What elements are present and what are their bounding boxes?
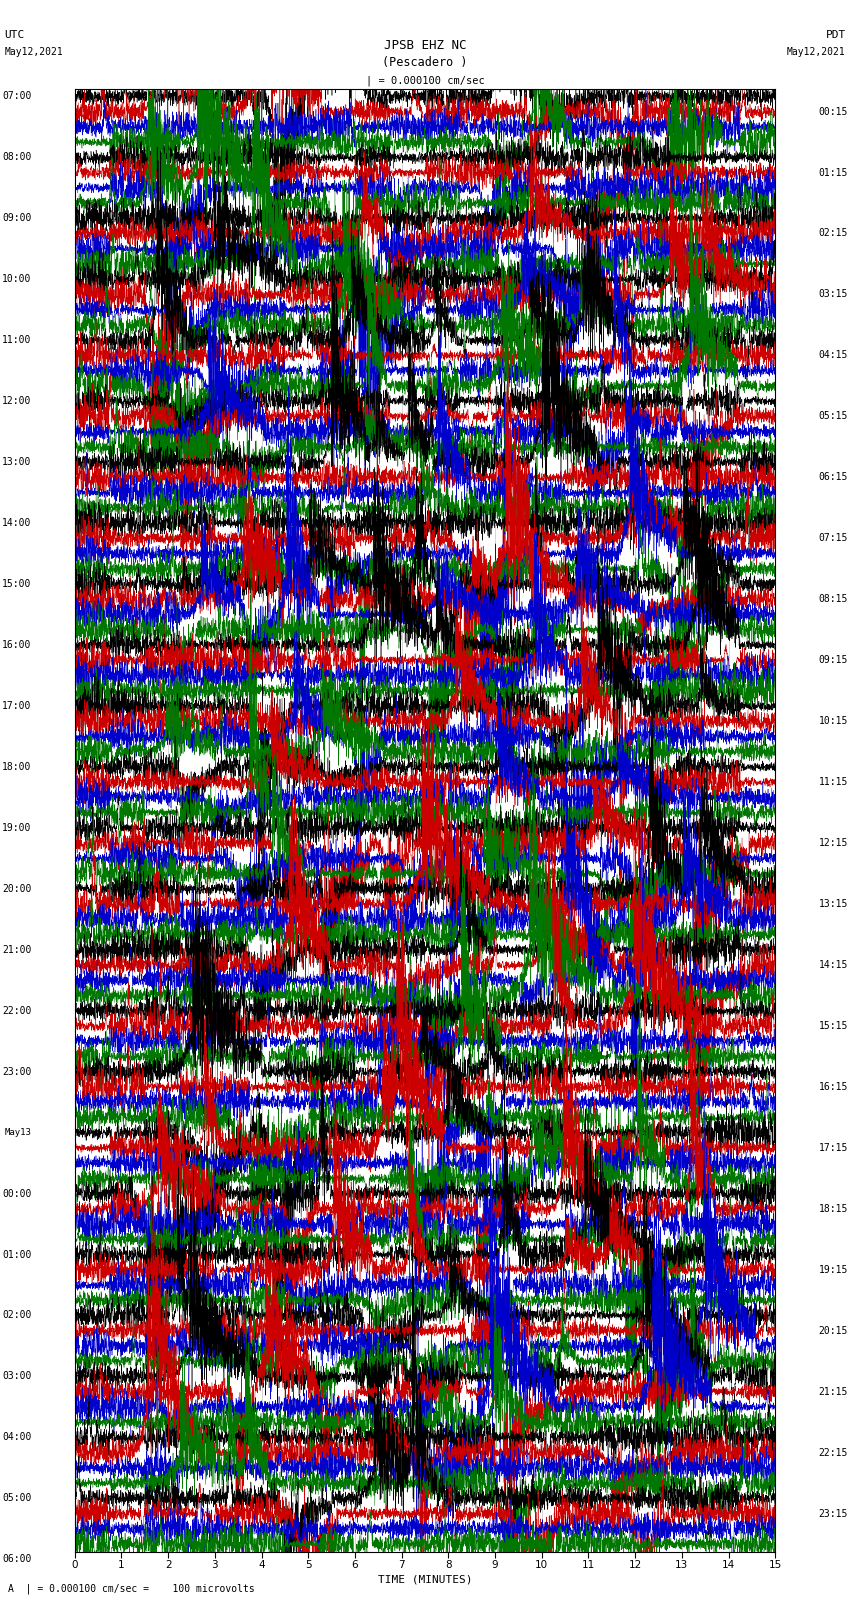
Text: 11:15: 11:15 [819,777,848,787]
Text: 04:00: 04:00 [2,1432,31,1442]
Text: 20:15: 20:15 [819,1326,848,1336]
Text: 00:15: 00:15 [819,106,848,116]
Text: 11:00: 11:00 [2,336,31,345]
Text: 18:15: 18:15 [819,1203,848,1215]
Text: 19:15: 19:15 [819,1265,848,1274]
X-axis label: TIME (MINUTES): TIME (MINUTES) [377,1574,473,1584]
Text: 09:00: 09:00 [2,213,31,223]
Text: 07:15: 07:15 [819,534,848,544]
Text: 23:00: 23:00 [2,1066,31,1076]
Text: 07:00: 07:00 [2,92,31,102]
Text: 13:15: 13:15 [819,898,848,910]
Text: PDT: PDT [825,31,846,40]
Text: 14:15: 14:15 [819,960,848,969]
Text: (Pescadero ): (Pescadero ) [382,56,468,69]
Text: 23:15: 23:15 [819,1508,848,1518]
Text: 16:00: 16:00 [2,640,31,650]
Text: 15:15: 15:15 [819,1021,848,1031]
Text: 12:15: 12:15 [819,839,848,848]
Text: 01:00: 01:00 [2,1250,31,1260]
Text: JPSB EHZ NC: JPSB EHZ NC [383,39,467,52]
Text: | = 0.000100 cm/sec: | = 0.000100 cm/sec [366,76,484,85]
Text: 21:15: 21:15 [819,1387,848,1397]
Text: 09:15: 09:15 [819,655,848,665]
Text: 05:00: 05:00 [2,1494,31,1503]
Text: 10:00: 10:00 [2,274,31,284]
Text: 22:15: 22:15 [819,1447,848,1458]
Text: 16:15: 16:15 [819,1082,848,1092]
Text: 06:15: 06:15 [819,473,848,482]
Text: 13:00: 13:00 [2,456,31,468]
Text: 22:00: 22:00 [2,1005,31,1016]
Text: 05:15: 05:15 [819,411,848,421]
Text: 15:00: 15:00 [2,579,31,589]
Text: A  | = 0.000100 cm/sec =    100 microvolts: A | = 0.000100 cm/sec = 100 microvolts [8,1584,255,1594]
Text: UTC: UTC [4,31,25,40]
Text: 03:00: 03:00 [2,1371,31,1381]
Text: 06:00: 06:00 [2,1555,31,1565]
Text: 17:00: 17:00 [2,702,31,711]
Text: 10:15: 10:15 [819,716,848,726]
Text: 18:00: 18:00 [2,761,31,773]
Text: 08:15: 08:15 [819,594,848,605]
Text: 04:15: 04:15 [819,350,848,360]
Text: May12,2021: May12,2021 [4,47,63,56]
Text: May13: May13 [4,1127,31,1137]
Text: 17:15: 17:15 [819,1144,848,1153]
Text: 00:00: 00:00 [2,1189,31,1198]
Text: 20:00: 20:00 [2,884,31,894]
Text: 19:00: 19:00 [2,823,31,832]
Text: 02:15: 02:15 [819,229,848,239]
Text: 12:00: 12:00 [2,397,31,406]
Text: 21:00: 21:00 [2,945,31,955]
Text: 01:15: 01:15 [819,168,848,177]
Text: 14:00: 14:00 [2,518,31,527]
Text: May12,2021: May12,2021 [787,47,846,56]
Text: 08:00: 08:00 [2,152,31,163]
Text: 03:15: 03:15 [819,289,848,300]
Text: 02:00: 02:00 [2,1310,31,1321]
